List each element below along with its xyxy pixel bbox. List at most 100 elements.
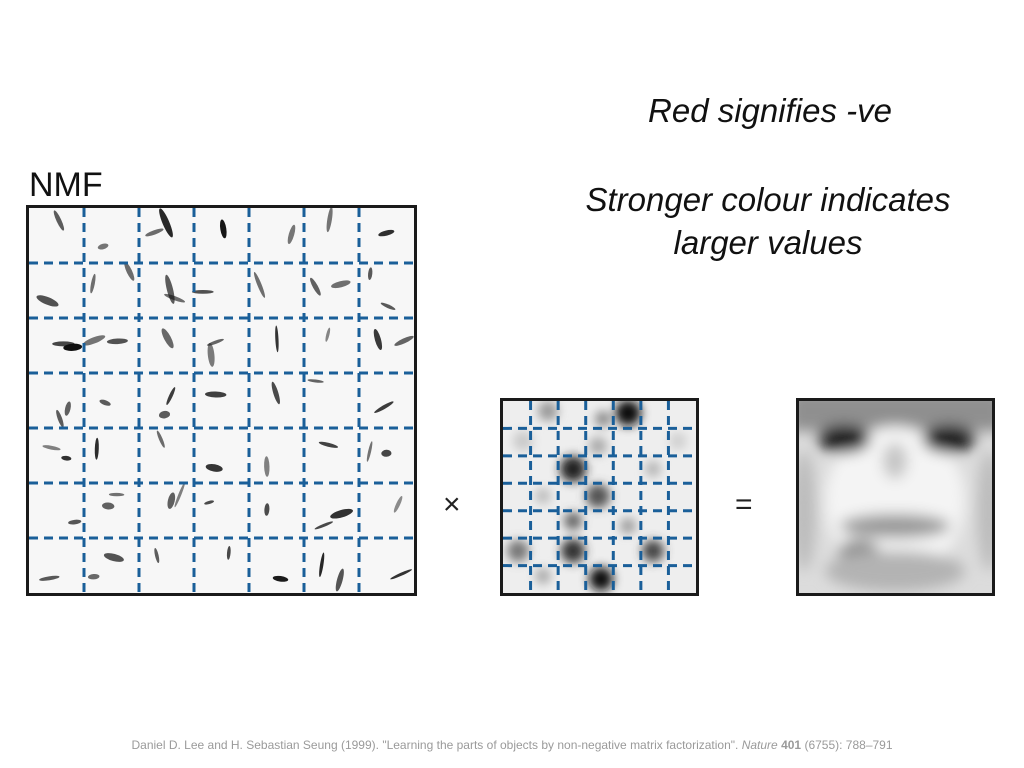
basis-feature-stroke bbox=[156, 430, 165, 448]
face-shape bbox=[818, 425, 870, 453]
basis-feature-stroke bbox=[207, 342, 215, 367]
basis-feature-stroke bbox=[97, 243, 109, 250]
basis-feature-stroke bbox=[205, 391, 227, 398]
basis-feature-stroke bbox=[53, 210, 65, 231]
basis-feature-stroke bbox=[272, 575, 289, 582]
basis-feature-stroke bbox=[219, 219, 227, 239]
basis-feature-stroke bbox=[325, 327, 331, 342]
value-strength-note: Stronger colour indicates larger values bbox=[548, 178, 988, 264]
basis-feature-stroke bbox=[366, 441, 373, 462]
equals-operator: = bbox=[735, 488, 753, 521]
basis-feature-stroke bbox=[103, 553, 124, 562]
citation-journal: Nature bbox=[741, 738, 778, 752]
basis-feature-stroke bbox=[164, 293, 186, 303]
face-shape bbox=[883, 443, 907, 479]
basis-feature-stroke bbox=[378, 229, 395, 237]
weight-blob bbox=[645, 461, 661, 477]
basis-feature-stroke bbox=[36, 295, 59, 307]
basis-feature-stroke bbox=[94, 437, 99, 460]
basis-feature-stroke bbox=[64, 401, 71, 416]
basis-feature-stroke bbox=[42, 445, 61, 451]
weight-blob bbox=[620, 518, 636, 534]
basis-feature-stroke bbox=[307, 379, 324, 383]
basis-feature-stroke bbox=[394, 335, 414, 346]
basis-feature-stroke bbox=[158, 410, 171, 419]
face-shape bbox=[799, 451, 816, 571]
value-strength-line-1: Stronger colour indicates bbox=[585, 181, 951, 218]
reconstructed-face-image bbox=[799, 401, 992, 593]
basis-feature-stroke bbox=[191, 290, 214, 294]
basis-feature-stroke bbox=[205, 463, 223, 472]
basis-feature-stroke bbox=[253, 271, 266, 298]
basis-feature-stroke bbox=[68, 519, 82, 525]
basis-feature-stroke bbox=[287, 224, 296, 245]
basis-feature-stroke bbox=[102, 502, 115, 510]
basis-feature-stroke bbox=[145, 228, 164, 237]
basis-feature-stroke bbox=[368, 267, 373, 280]
basis-grid-lines bbox=[29, 208, 414, 593]
face-shape bbox=[825, 551, 965, 591]
basis-feature-stroke bbox=[330, 508, 353, 519]
face-shape bbox=[977, 451, 992, 571]
multiply-operator: × bbox=[443, 488, 461, 521]
basis-image-features bbox=[36, 208, 414, 592]
basis-feature-stroke bbox=[108, 492, 125, 497]
basis-feature-stroke bbox=[63, 343, 83, 351]
nmf-weights-panel bbox=[500, 398, 699, 596]
basis-feature-stroke bbox=[226, 546, 231, 560]
basis-feature-stroke bbox=[380, 302, 396, 310]
weight-blob bbox=[560, 456, 586, 482]
weight-blob bbox=[535, 488, 551, 504]
basis-feature-stroke bbox=[159, 208, 173, 238]
basis-feature-stroke bbox=[87, 573, 100, 580]
negative-sign-note: Red signifies -ve bbox=[648, 92, 892, 129]
citation-authors: Daniel D. Lee and H. Sebastian Seung (19… bbox=[131, 738, 742, 752]
weights-grid-lines bbox=[503, 401, 696, 593]
basis-feature-stroke bbox=[167, 492, 176, 509]
citation: Daniel D. Lee and H. Sebastian Seung (19… bbox=[0, 738, 1024, 752]
weight-blob bbox=[595, 411, 611, 427]
weight-blob bbox=[561, 539, 585, 563]
basis-feature-stroke bbox=[381, 449, 392, 457]
basis-feature-stroke bbox=[319, 552, 325, 578]
basis-feature-stroke bbox=[82, 335, 106, 346]
basis-feature-stroke bbox=[314, 521, 333, 530]
basis-feature-stroke bbox=[390, 569, 412, 580]
basis-feature-stroke bbox=[204, 500, 215, 505]
basis-feature-stroke bbox=[90, 273, 96, 294]
weight-blob bbox=[507, 540, 529, 562]
citation-issue-pages: (6755): 788–791 bbox=[801, 738, 893, 752]
weight-blob bbox=[535, 568, 551, 584]
basis-feature-stroke bbox=[56, 409, 64, 428]
face-shape bbox=[840, 514, 950, 538]
weight-blob bbox=[589, 437, 607, 455]
face-features bbox=[799, 401, 992, 591]
basis-feature-stroke bbox=[154, 547, 160, 564]
weight-blob bbox=[586, 484, 610, 508]
basis-feature-stroke bbox=[335, 568, 344, 592]
citation-volume: 401 bbox=[781, 738, 802, 752]
basis-feature-stroke bbox=[124, 261, 135, 281]
basis-feature-stroke bbox=[275, 325, 279, 353]
face-shape bbox=[825, 426, 965, 576]
weight-blob bbox=[642, 540, 664, 562]
value-strength-line-2: larger values bbox=[673, 224, 863, 261]
basis-feature-stroke bbox=[106, 338, 128, 345]
basis-feature-stroke bbox=[166, 387, 176, 405]
weight-blob bbox=[669, 432, 687, 450]
weight-blob bbox=[564, 512, 582, 530]
basis-feature-stroke bbox=[373, 328, 383, 351]
basis-feature-stroke bbox=[318, 441, 339, 448]
face-shape bbox=[923, 425, 975, 453]
weight-blobs bbox=[507, 401, 687, 591]
basis-feature-stroke bbox=[331, 280, 351, 289]
basis-feature-stroke bbox=[264, 503, 270, 516]
weight-blob bbox=[615, 401, 641, 426]
basis-feature-stroke bbox=[264, 456, 270, 477]
basis-feature-stroke bbox=[39, 575, 60, 581]
nmf-basis-images-panel bbox=[26, 205, 417, 596]
weight-blob bbox=[513, 431, 533, 451]
basis-images-grid bbox=[29, 208, 414, 593]
basis-feature-stroke bbox=[393, 496, 403, 513]
basis-feature-stroke bbox=[174, 482, 186, 508]
